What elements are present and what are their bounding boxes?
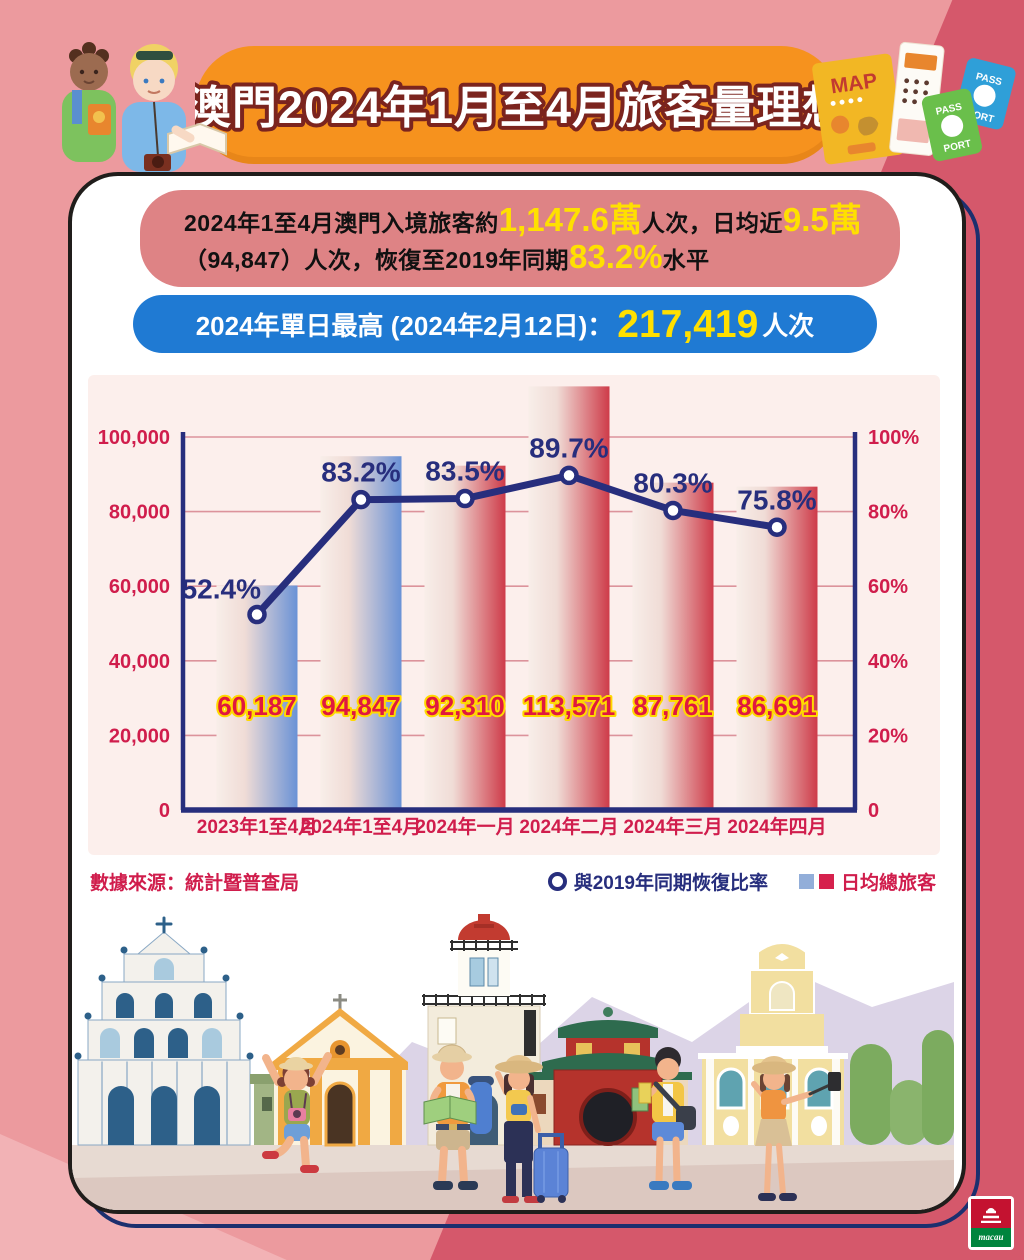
peak-text: 2024年單日最高 (2024年2月12日)：	[195, 310, 614, 341]
tourist-child-icon	[62, 42, 116, 162]
svg-text:60%: 60%	[868, 576, 908, 598]
legend-bar-label: 日均總旅客	[840, 873, 936, 894]
logo-ruins-icon	[971, 1199, 1011, 1228]
svg-text:2023年1至4月: 2023年1至4月	[197, 815, 317, 838]
peak-text: 人次	[762, 310, 815, 341]
svg-text:2024年二月: 2024年二月	[519, 815, 618, 838]
svg-text:40,000: 40,000	[109, 651, 170, 673]
svg-text:60,000: 60,000	[109, 576, 170, 598]
svg-text:87,761: 87,761	[633, 691, 713, 721]
summary-highlight: 83.2%	[569, 237, 663, 275]
ruins-of-st-pauls-icon	[74, 916, 254, 1146]
svg-text:113,571: 113,571	[523, 691, 616, 721]
summary-text: 2024年1至4月澳門入境旅客約	[184, 209, 499, 236]
svg-text:2024年四月: 2024年四月	[727, 815, 826, 838]
ticket-strip-icon	[889, 41, 945, 156]
summary-line-1: 2024年1至4月澳門入境旅客約 1,147.6萬 人次，日均近 9.5萬	[184, 203, 900, 238]
man-with-map-and-bag-icon	[631, 1047, 696, 1190]
bar-line-chart: 0 20,000 40,000 60,000 80,000 100,000 0 20% 40% 6…	[98, 386, 919, 838]
legend-line-label: 與2019年同期恢復比率	[573, 873, 768, 894]
passport-label: PASS	[935, 101, 964, 117]
travel-items-illustration: MAP PASS PORT PASS PORT	[812, 41, 1016, 165]
summary-text: （94,847）人次，恢復至2019年同期	[184, 246, 570, 273]
content-card: 2024年1至4月澳門入境旅客約 1,147.6萬 人次，日均近 9.5萬 （94,8…	[68, 172, 966, 1214]
svg-text:20,000: 20,000	[109, 725, 170, 747]
woman-with-selfie-stick-icon	[751, 1056, 841, 1201]
bushes-icon	[850, 1030, 954, 1145]
chart-legend: 與2019年同期恢復比率 日均總旅客	[547, 868, 936, 895]
macau-skyline-illustration	[72, 912, 954, 1210]
svg-text:80.3%: 80.3%	[633, 467, 712, 498]
tourists-header-illustration	[62, 42, 227, 172]
page-title: 澳門2024年1月至4月旅客量理想	[195, 82, 840, 133]
tourist-with-map-icon	[122, 44, 227, 172]
summary-text: 水平	[662, 246, 710, 273]
page-title-svg: 澳門2024年1月至4月旅客量理想	[195, 78, 840, 137]
blue-bar-swatch-icon	[798, 874, 814, 889]
svg-text:100,000: 100,000	[98, 427, 170, 449]
svg-text:75.8%: 75.8%	[737, 484, 816, 515]
svg-text:83.5%: 83.5%	[425, 456, 504, 487]
logo-wordmark: macau	[971, 1227, 1011, 1247]
svg-text:20%: 20%	[868, 725, 908, 747]
svg-text:92,310: 92,310	[425, 691, 505, 721]
legend-row: 數據來源：統計暨普查局 與2019年同期恢復比率 日均總旅客	[90, 868, 936, 895]
data-source: 數據來源：統計暨普查局	[90, 873, 300, 894]
peak-day-box: 2024年單日最高 (2024年2月12日)： 217,419 人次	[133, 295, 877, 353]
backpacker-with-map-icon	[423, 1044, 494, 1190]
svg-text:83.2%: 83.2%	[321, 457, 400, 488]
summary-text: 人次，日均近	[641, 209, 783, 236]
header-banner: 澳門2024年1月至4月旅客量理想	[195, 46, 840, 164]
summary-box: 2024年1至4月澳門入境旅客約 1,147.6萬 人次，日均近 9.5萬 （94,8…	[140, 190, 900, 287]
summary-line-2: （94,847）人次，恢復至2019年同期 83.2% 水平	[184, 240, 900, 275]
svg-text:100%: 100%	[868, 427, 919, 449]
macau-tourism-logo: macau	[968, 1196, 1014, 1250]
peak-value: 217,419	[617, 302, 759, 346]
svg-text:60,187: 60,187	[217, 691, 297, 721]
chart-panel: 0 20,000 40,000 60,000 80,000 100,000 0 20% 40% 6…	[88, 375, 940, 855]
svg-text:0: 0	[868, 800, 879, 822]
svg-text:2024年三月: 2024年三月	[623, 815, 722, 838]
woman-with-suitcase-icon	[495, 1055, 569, 1203]
svg-text:80,000: 80,000	[109, 502, 170, 524]
svg-text:40%: 40%	[868, 651, 908, 673]
passport-green-icon: PASS PORT	[921, 88, 982, 162]
svg-text:80%: 80%	[868, 502, 908, 524]
svg-text:89.7%: 89.7%	[529, 432, 608, 463]
svg-text:52.4%: 52.4%	[182, 574, 261, 605]
svg-text:2024年一月: 2024年一月	[415, 815, 514, 838]
red-bar-swatch-icon	[818, 874, 834, 889]
line-marker-icon	[547, 872, 567, 891]
summary-highlight: 9.5萬	[782, 200, 862, 238]
folded-map-icon: MAP	[812, 53, 905, 165]
jumping-girl-icon	[262, 1052, 332, 1173]
svg-text:94,847: 94,847	[321, 691, 401, 721]
svg-text:0: 0	[159, 800, 170, 822]
svg-text:86,691: 86,691	[737, 691, 817, 721]
summary-highlight: 1,147.6萬	[498, 200, 642, 238]
svg-text:2024年1至4月: 2024年1至4月	[301, 815, 421, 838]
